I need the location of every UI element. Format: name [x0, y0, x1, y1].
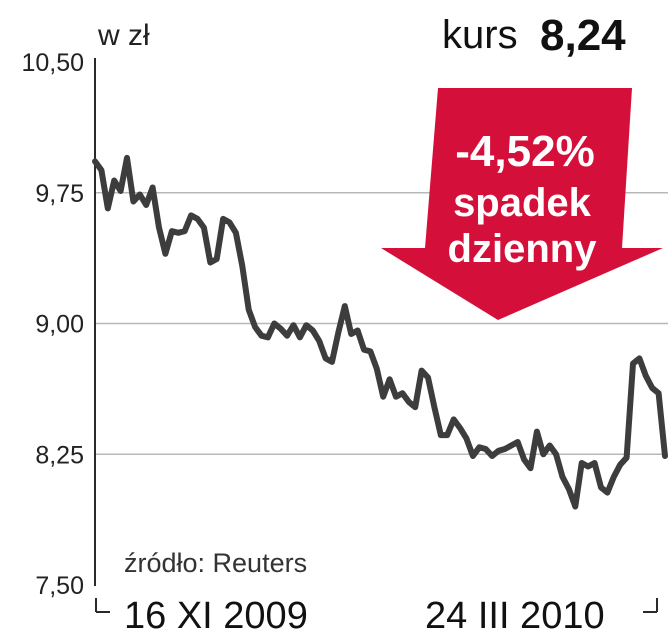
price-line	[92, 154, 668, 510]
x-end-date: 24 III 2010	[425, 595, 605, 637]
price-label: kurs	[442, 13, 518, 57]
y-tick-label: 8,25	[35, 441, 84, 469]
source-note: źródło: Reuters	[124, 548, 307, 578]
y-tick-label: 10,50	[21, 49, 84, 77]
price-series	[92, 154, 668, 510]
y-tick-label: 7,50	[35, 572, 84, 600]
price-value: 8,24	[540, 11, 626, 60]
x-start-date: 16 XI 2009	[124, 595, 308, 637]
y-tick-label: 9,00	[35, 311, 84, 339]
y-axis-ticks: 10,50 9,75 9,00 8,25 7,50	[21, 49, 84, 600]
daily-change-badge: -4,52% spadek dzienny	[381, 88, 663, 320]
change-label-line1: spadek	[453, 181, 592, 225]
change-label-line2: dzienny	[448, 227, 598, 271]
down-arrow-icon	[381, 88, 663, 320]
change-percent: -4,52%	[455, 127, 594, 176]
unit-label: w zł	[97, 19, 150, 52]
y-tick-label: 9,75	[35, 180, 84, 208]
x-axis-bracket	[95, 598, 658, 613]
